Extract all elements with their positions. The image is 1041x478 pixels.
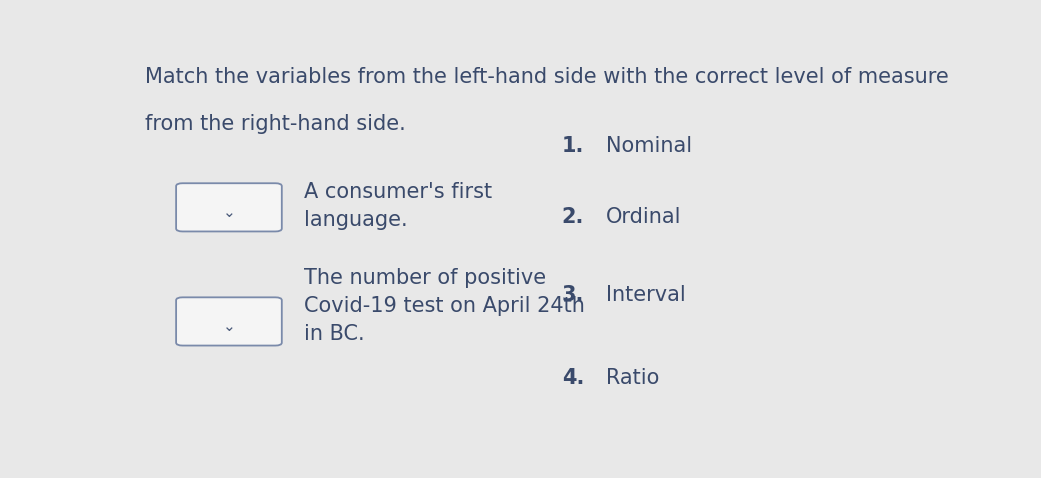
Text: Ratio: Ratio [606,368,660,388]
Text: Ordinal: Ordinal [606,207,682,228]
FancyBboxPatch shape [176,183,282,231]
FancyBboxPatch shape [176,297,282,346]
Text: The number of positive
Covid-19 test on April 24th
in BC.: The number of positive Covid-19 test on … [304,268,584,344]
Text: ⌄: ⌄ [223,205,235,220]
Text: 4.: 4. [562,368,584,388]
Text: 2.: 2. [562,207,584,228]
Text: Interval: Interval [606,285,686,305]
Text: Match the variables from the left-hand side with the correct level of measure: Match the variables from the left-hand s… [145,66,948,87]
Text: Nominal: Nominal [606,136,692,156]
Text: A consumer's first
language.: A consumer's first language. [304,183,491,230]
Text: ⌄: ⌄ [223,319,235,334]
Text: 3.: 3. [562,285,584,305]
Text: 1.: 1. [562,136,584,156]
Text: from the right-hand side.: from the right-hand side. [145,114,405,134]
